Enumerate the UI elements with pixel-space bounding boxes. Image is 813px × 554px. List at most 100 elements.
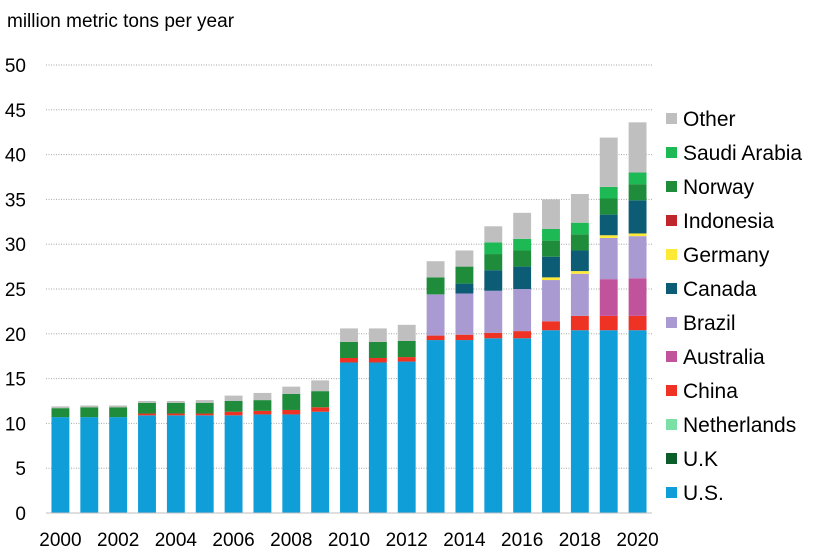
bar-segment-china-2014 <box>455 334 474 341</box>
bar-segment-saudi-arabia-2020 <box>628 172 647 185</box>
bar-stack-2014 <box>455 250 474 513</box>
bar-segment-other-2012 <box>397 324 416 341</box>
bar-segment-other-2017 <box>542 199 560 229</box>
bar-segment-other-2019 <box>599 137 618 187</box>
bar-segment-saudi-arabia-2016 <box>513 238 532 251</box>
bar-segment-china-2003 <box>138 413 156 416</box>
bar-segment-china-2018 <box>570 315 589 331</box>
bar-stack-2005 <box>195 400 214 513</box>
legend-swatch <box>666 181 677 192</box>
bar-segment-u-s--2002 <box>109 417 128 513</box>
y-tick-label: 20 <box>5 325 26 346</box>
bar-segment-u-s--2003 <box>138 415 156 513</box>
bar-segment-china-2017 <box>542 321 560 331</box>
x-tick-label: 2008 <box>270 530 312 551</box>
bar-segment-norway-2008 <box>282 393 301 410</box>
y-tick-label: 15 <box>5 370 26 391</box>
bar-segment-norway-2010 <box>340 341 358 358</box>
bar-segment-china-2007 <box>253 410 272 415</box>
legend-swatch <box>666 283 677 294</box>
bar-segment-brazil-2015 <box>484 290 503 333</box>
bar-segment-other-2011 <box>368 328 387 342</box>
bar-stack-2013 <box>426 261 445 513</box>
bar-stack-2020 <box>628 122 647 513</box>
x-tick-label: 2006 <box>212 530 254 551</box>
x-tick-label: 2000 <box>39 530 81 551</box>
bar-segment-other-2013 <box>426 261 445 278</box>
legend-label: Norway <box>683 176 755 199</box>
legend-item-indonesia: Indonesia <box>666 210 774 233</box>
bar-segment-china-2008 <box>282 409 301 415</box>
legend-item-australia: Australia <box>666 346 765 369</box>
legend-label: Other <box>683 108 736 131</box>
bar-segment-china-2011 <box>368 357 387 363</box>
x-tick-label: 2018 <box>559 530 601 551</box>
bar-stack-2015 <box>484 226 503 513</box>
y-axis-ticks: 0 5 10 15 20 25 30 35 40 45 50 <box>5 56 26 525</box>
bar-segment-norway-2002 <box>109 407 128 418</box>
bar-segment-norway-2018 <box>570 234 589 251</box>
bar-segment-other-2003 <box>138 401 156 403</box>
bar-segment-brazil-2017 <box>542 280 560 322</box>
x-tick-label: 2004 <box>155 530 198 551</box>
legend-swatch <box>666 113 677 124</box>
bar-segment-other-2016 <box>513 212 532 239</box>
bar-segment-brazil-2020 <box>628 236 647 279</box>
bar-stack-2004 <box>166 401 185 513</box>
bar-segment-norway-2013 <box>426 277 445 295</box>
bar-segment-canada-2017 <box>542 256 560 278</box>
y-tick-label: 30 <box>5 235 26 256</box>
bar-segment-saudi-arabia-2018 <box>570 222 589 235</box>
bar-segment-norway-2004 <box>166 402 185 414</box>
legend-label: Saudi Arabia <box>683 142 802 165</box>
bar-segment-brazil-2016 <box>513 289 532 332</box>
bar-segment-u-s--2019 <box>599 330 618 513</box>
bar-segment-u-s--2017 <box>542 330 560 513</box>
bar-segment-norway-2007 <box>253 400 272 411</box>
bar-segment-norway-2014 <box>455 266 474 284</box>
bar-segment-saudi-arabia-2015 <box>484 242 503 255</box>
bar-segment-germany-2018 <box>570 271 589 274</box>
x-tick-label: 2020 <box>616 530 658 551</box>
bar-segment-china-2004 <box>166 413 185 416</box>
bar-segment-u-s--2013 <box>426 340 445 513</box>
legend-item-brazil: Brazil <box>666 312 736 335</box>
y-tick-label: 45 <box>5 101 26 122</box>
bar-segment-australia-2020 <box>628 278 647 316</box>
legend-item-germany: Germany <box>666 244 770 267</box>
legend-label: Australia <box>683 346 765 369</box>
bar-segment-china-2010 <box>340 357 358 363</box>
bar-segment-other-2015 <box>484 226 503 243</box>
legend-label: Indonesia <box>683 210 774 233</box>
bar-segment-u-s--2018 <box>570 330 589 513</box>
legend-label: Brazil <box>683 312 736 335</box>
bar-segment-other-2014 <box>455 250 474 267</box>
bar-segment-germany-2020 <box>628 233 647 237</box>
legend: Other Saudi Arabia Norway Indonesia Germany C… <box>666 108 802 505</box>
y-tick-label: 50 <box>5 56 26 77</box>
bar-stack-2001 <box>80 405 99 513</box>
bar-stack-2009 <box>311 380 330 513</box>
legend-label: Netherlands <box>683 414 796 437</box>
bar-segment-other-2002 <box>109 405 128 408</box>
bar-segment-u-s--2012 <box>397 361 416 513</box>
bar-segment-germany-2017 <box>542 277 560 281</box>
y-tick-label: 35 <box>5 190 26 211</box>
y-axis-label: million metric tons per year <box>7 11 235 32</box>
legend-label: Canada <box>683 278 757 301</box>
legend-item-u-k: U.K <box>666 448 718 471</box>
legend-swatch <box>666 453 677 464</box>
bar-segment-u-s--2001 <box>80 417 99 513</box>
bar-segment-china-2006 <box>224 411 243 416</box>
bar-stack-2018 <box>570 194 589 513</box>
bar-segment-brazil-2014 <box>455 293 474 335</box>
bar-segment-u-s--2011 <box>368 362 387 513</box>
bar-segment-u-s--2006 <box>224 415 243 513</box>
bar-segment-norway-2006 <box>224 401 243 412</box>
bar-segment-norway-2016 <box>513 250 532 267</box>
bar-segment-china-2020 <box>628 315 647 331</box>
bar-stack-2012 <box>397 324 416 513</box>
bar-segment-australia-2019 <box>599 279 618 316</box>
bar-segment-other-2009 <box>311 380 330 392</box>
x-axis: 2000 2002 2004 2006 2008 2010 2012 2014 2016 2018… <box>39 512 659 551</box>
